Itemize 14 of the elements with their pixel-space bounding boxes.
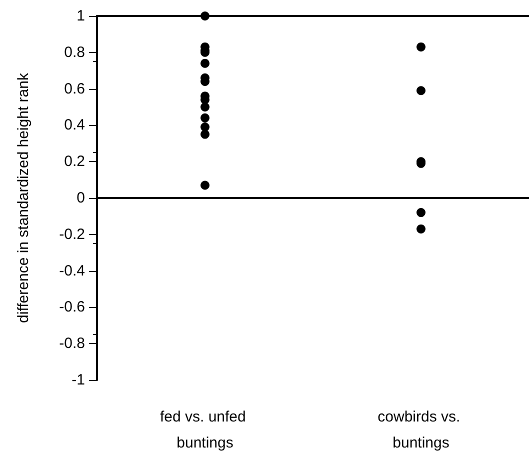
y-tick-label: 0.2	[64, 153, 85, 170]
y-tick-label: 0.4	[64, 116, 85, 134]
y-tick-label: -0.2	[59, 226, 85, 243]
y-tick-label: 0	[76, 190, 85, 206]
x-tick-label: fed vs. unfed buntings	[160, 408, 250, 452]
y-tick-label: -0.6	[59, 298, 85, 316]
y-tick-label: 0.6	[64, 80, 85, 98]
y-tick-label: -0.8	[59, 335, 85, 352]
x-tick-label: cowbirds vs. buntings	[378, 408, 464, 452]
y-tick-label: 1	[76, 8, 85, 24]
y-tick-label: -0.4	[59, 262, 85, 280]
y-tick-label: 0.8	[64, 44, 85, 61]
y-tick-label: -1	[72, 372, 85, 388]
y-axis-title: difference in standardized height rank	[15, 72, 32, 323]
